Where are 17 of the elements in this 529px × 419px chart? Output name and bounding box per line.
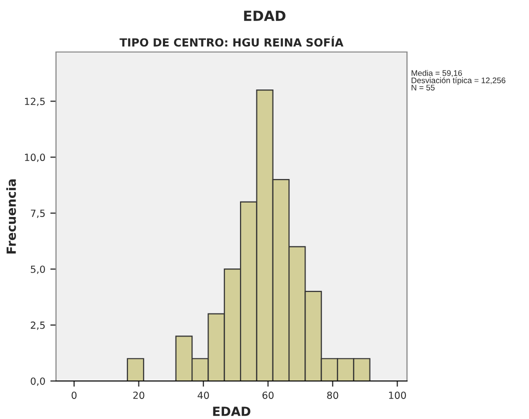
y-tick-label: 2,5 <box>30 322 45 330</box>
x-tick-label: 40 <box>198 392 209 399</box>
chart-subtitle: TIPO DE CENTRO: HGU REINA SOFÍA <box>120 36 344 47</box>
y-tick-label: 12,5 <box>25 98 45 106</box>
x-tick-label: 80 <box>327 392 338 399</box>
x-axis-title: EDAD <box>213 406 250 416</box>
chart-title: EDAD <box>244 10 286 21</box>
x-tick-label: 100 <box>389 392 406 399</box>
y-axis-title: Frecuencia <box>6 179 16 254</box>
y-tick-label: 5,0 <box>30 266 45 274</box>
x-tick-label: 60 <box>262 392 274 399</box>
x-tick-label: 0 <box>72 392 77 399</box>
y-tick-label: 10,0 <box>25 154 45 162</box>
y-tick-label: 7,5 <box>30 210 45 218</box>
x-tick-label: 20 <box>133 392 144 399</box>
text: Media = 59,16 Desviación típica = 12,256 N = 55 <box>412 70 506 90</box>
y-tick-label: 0,0 <box>30 377 45 386</box>
